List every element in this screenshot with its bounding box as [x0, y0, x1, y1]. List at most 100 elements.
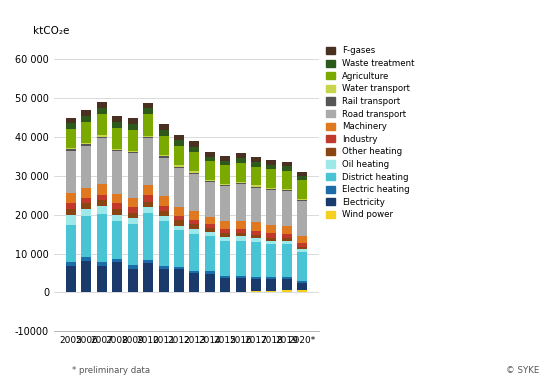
- Bar: [297, 172, 307, 177]
- Bar: [236, 229, 246, 233]
- Bar: [128, 265, 138, 269]
- Bar: [174, 166, 184, 168]
- Bar: [190, 152, 200, 171]
- Bar: [112, 152, 122, 194]
- Bar: [220, 221, 230, 229]
- Bar: [174, 146, 184, 165]
- Bar: [266, 190, 276, 225]
- Bar: [128, 269, 138, 292]
- Bar: [82, 261, 92, 292]
- Bar: [158, 158, 168, 196]
- Bar: [143, 201, 153, 207]
- Bar: [297, 200, 307, 201]
- Bar: [220, 186, 230, 221]
- Bar: [128, 224, 138, 265]
- Bar: [282, 290, 292, 292]
- Bar: [174, 140, 184, 146]
- Bar: [128, 207, 138, 213]
- Bar: [190, 271, 200, 273]
- Bar: [190, 234, 200, 271]
- Bar: [97, 114, 107, 135]
- Bar: [251, 231, 261, 235]
- Bar: [128, 118, 138, 124]
- Bar: [220, 291, 230, 292]
- Bar: [66, 216, 76, 225]
- Bar: [266, 188, 276, 189]
- Bar: [143, 102, 153, 108]
- Bar: [282, 166, 292, 171]
- Bar: [251, 157, 261, 162]
- Bar: [143, 108, 153, 114]
- Bar: [97, 138, 107, 184]
- Bar: [282, 244, 292, 277]
- Bar: [82, 188, 92, 198]
- Bar: [174, 168, 184, 207]
- Bar: [297, 246, 307, 249]
- Bar: [236, 291, 246, 292]
- Bar: [158, 130, 168, 136]
- Bar: [220, 241, 230, 276]
- Bar: [112, 128, 122, 149]
- Bar: [97, 184, 107, 195]
- Bar: [236, 153, 246, 158]
- Bar: [97, 213, 107, 262]
- Bar: [282, 277, 292, 279]
- Bar: [66, 123, 76, 129]
- Bar: [282, 234, 292, 238]
- Bar: [205, 157, 215, 161]
- Bar: [220, 237, 230, 241]
- Bar: [220, 184, 230, 185]
- Bar: [251, 185, 261, 186]
- Bar: [236, 278, 246, 291]
- Bar: [112, 204, 122, 209]
- Bar: [158, 156, 168, 158]
- Bar: [158, 211, 168, 216]
- Bar: [97, 200, 107, 206]
- Bar: [236, 236, 246, 241]
- Bar: [158, 269, 168, 292]
- Bar: [251, 242, 261, 277]
- Bar: [220, 160, 230, 165]
- Bar: [82, 198, 92, 204]
- Bar: [158, 155, 168, 156]
- Bar: [143, 135, 153, 137]
- Bar: [82, 204, 92, 209]
- Bar: [174, 135, 184, 140]
- Bar: [66, 129, 76, 148]
- Bar: [82, 143, 92, 144]
- Bar: [158, 216, 168, 221]
- Bar: [236, 220, 246, 229]
- Bar: [143, 263, 153, 292]
- Bar: [236, 158, 246, 163]
- Bar: [236, 276, 246, 278]
- Bar: [205, 224, 215, 228]
- Bar: [251, 188, 261, 222]
- Bar: [190, 220, 200, 224]
- Bar: [190, 174, 200, 211]
- Bar: [128, 213, 138, 218]
- Bar: [220, 165, 230, 184]
- Bar: [128, 129, 138, 151]
- Bar: [282, 226, 292, 234]
- Bar: [66, 262, 76, 266]
- Bar: [282, 190, 292, 191]
- Bar: [220, 233, 230, 237]
- Bar: [297, 236, 307, 243]
- Bar: [266, 225, 276, 233]
- Bar: [66, 266, 76, 292]
- Bar: [297, 199, 307, 200]
- Bar: [220, 156, 230, 160]
- Bar: [205, 152, 215, 157]
- Bar: [205, 232, 215, 236]
- Bar: [266, 165, 276, 170]
- Bar: [82, 122, 92, 143]
- Bar: [66, 225, 76, 262]
- Bar: [66, 148, 76, 149]
- Bar: [251, 291, 261, 292]
- Bar: [205, 181, 215, 182]
- Bar: [297, 283, 307, 290]
- Bar: [297, 180, 307, 199]
- Bar: [220, 278, 230, 291]
- Bar: [174, 220, 184, 226]
- Bar: [266, 189, 276, 190]
